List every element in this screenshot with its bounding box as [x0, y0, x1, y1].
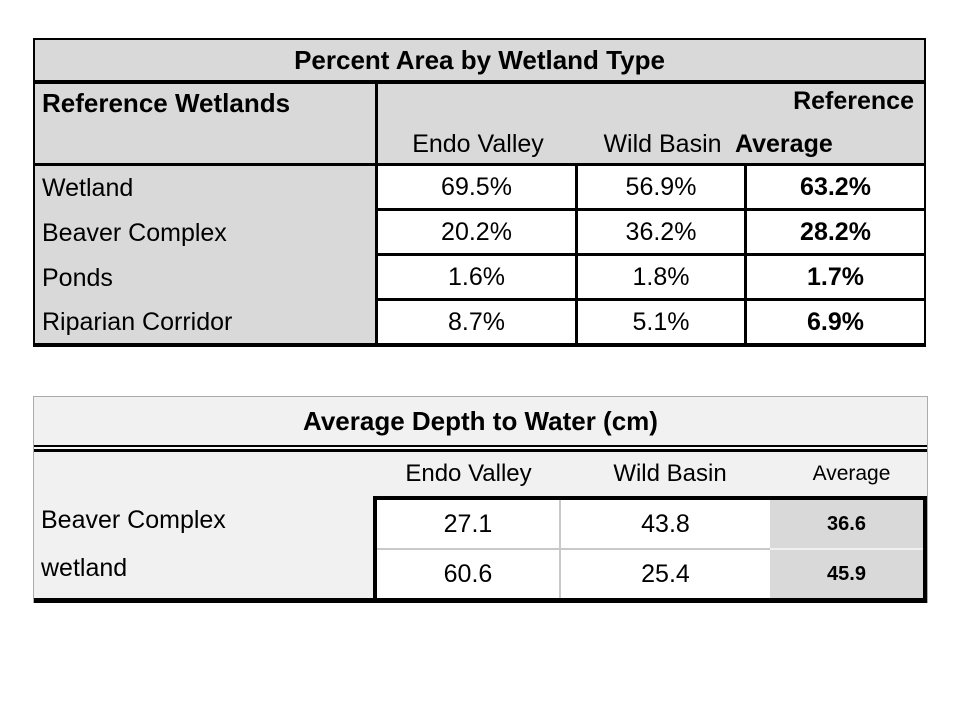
depth-row-label-wetland: wetland	[41, 553, 128, 582]
percent-area-table-body: Wetland Beaver Complex Ponds Riparian Co…	[35, 166, 924, 343]
percent-area-value-grid: 69.5% 56.9% 63.2% 20.2% 36.2% 28.2% 1.6%…	[378, 166, 924, 343]
cell-wetland-average: 63.2%	[747, 166, 924, 211]
cell-depth-beaver-endo: 27.1	[377, 500, 561, 550]
column-header-wild-basin: Wild Basin	[603, 130, 722, 158]
depth-column-header-endo-valley: Endo Valley	[405, 460, 532, 487]
cell-depth-beaver-average: 36.6	[770, 500, 923, 548]
depth-column-header-wild-basin: Wild Basin	[613, 460, 727, 487]
depth-column-header-average: Average	[812, 462, 891, 485]
double-rule-gap	[34, 447, 927, 449]
depth-table-body: Beaver Complex wetland 27.1 43.8 36.6 60…	[34, 496, 927, 598]
cell-riparian-wild: 5.1%	[578, 301, 747, 343]
cell-riparian-average: 6.9%	[747, 301, 924, 343]
percent-area-table: Percent Area by Wetland Type Reference W…	[33, 38, 926, 347]
cell-beaver-endo: 20.2%	[378, 211, 578, 256]
column-header-endo-valley: Endo Valley	[412, 130, 544, 158]
depth-value-grid: 27.1 43.8 36.6 60.6 25.4 45.9	[373, 496, 927, 598]
cell-depth-wetland-endo: 60.6	[377, 550, 561, 598]
row-label-column: Wetland Beaver Complex Ponds Riparian Co…	[35, 166, 378, 343]
depth-table-bottom-rule	[34, 598, 927, 603]
double-rule-line	[34, 449, 927, 452]
cell-ponds-endo: 1.6%	[378, 256, 578, 301]
depth-row-label-column: Beaver Complex wetland	[34, 496, 373, 598]
percent-area-table-header: Reference Wetlands Reference Endo Valley…	[35, 84, 924, 166]
cell-ponds-wild: 1.8%	[578, 256, 747, 301]
cell-riparian-endo: 8.7%	[378, 301, 578, 343]
depth-table-header: Endo Valley Wild Basin Average	[34, 452, 927, 496]
percent-area-table-title: Percent Area by Wetland Type	[35, 40, 924, 84]
cell-beaver-average: 28.2%	[747, 211, 924, 256]
cell-wetland-endo: 69.5%	[378, 166, 578, 211]
cell-depth-wetland-wild: 25.4	[561, 550, 770, 598]
cell-ponds-average: 1.7%	[747, 256, 924, 301]
depth-table-title: Average Depth to Water (cm)	[34, 397, 927, 447]
cell-depth-beaver-wild: 43.8	[561, 500, 770, 550]
column-header-average: Average	[735, 130, 833, 158]
site-columns-header: Reference Endo Valley Wild Basin Average	[375, 84, 924, 163]
cell-beaver-wild: 36.2%	[578, 211, 747, 256]
row-label-ponds: Ponds	[42, 264, 113, 292]
column-header-row: Endo Valley Wild Basin Average	[378, 130, 924, 163]
depth-row-label-beaver-complex: Beaver Complex	[41, 505, 226, 534]
row-label-riparian-corridor: Riparian Corridor	[42, 307, 233, 336]
depth-to-water-table: Average Depth to Water (cm) Endo Valley …	[33, 396, 928, 603]
cell-wetland-wild: 56.9%	[578, 166, 747, 211]
row-label-beaver-complex: Beaver Complex	[42, 219, 227, 247]
cell-depth-wetland-average: 45.9	[770, 550, 923, 598]
column-header-reference: Reference	[793, 87, 914, 115]
row-label-wetland: Wetland	[42, 174, 134, 202]
corner-header-reference-wetlands: Reference Wetlands	[42, 88, 291, 118]
